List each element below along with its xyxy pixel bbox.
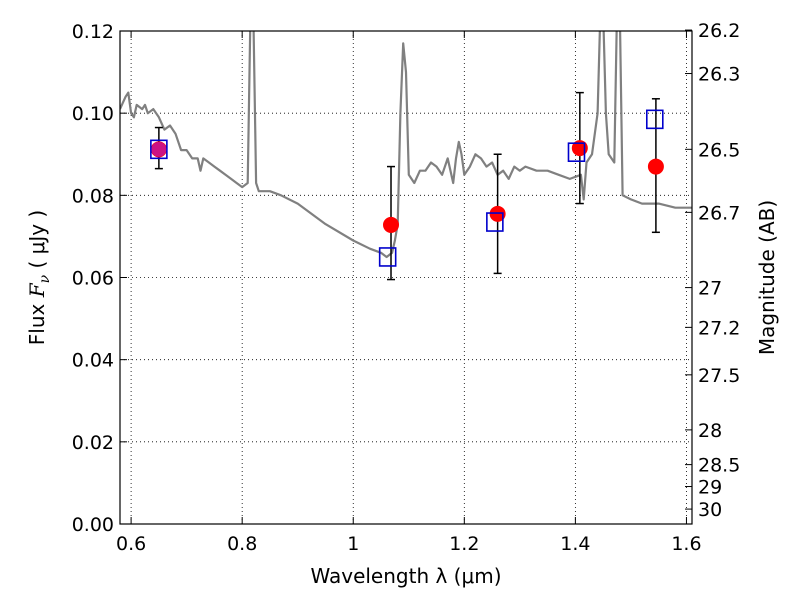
y2-tick-label: 27.2	[698, 317, 740, 339]
model-point	[150, 139, 168, 160]
model-point	[567, 142, 586, 162]
observed-point	[571, 140, 588, 157]
y2-axis-label: Magnitude (AB)	[755, 200, 779, 355]
y2-tick-label: 29	[698, 477, 722, 499]
overlap-point	[151, 141, 167, 157]
plot-area	[120, 31, 692, 281]
x-tick-label: 0.6	[116, 533, 146, 555]
model-point	[378, 247, 397, 267]
x-axis: 0.6 0.8 1 1.2 1.4 1.6	[116, 31, 702, 555]
y-tick-label: 0.04	[72, 350, 114, 372]
y2-tick-label: 26.2	[698, 20, 740, 42]
y-tick-label: 0.10	[72, 103, 114, 125]
y-axis-label-suffix: ( μJy )	[25, 210, 49, 275]
observed-point	[647, 158, 664, 175]
y-tick-label: 0.12	[72, 21, 114, 43]
y2-tick-label: 27	[698, 278, 722, 300]
y-tick-label: 0.02	[72, 432, 114, 454]
y-axis: 0.00 0.02 0.04 0.06 0.08 0.10 0.12	[72, 21, 127, 536]
y2-tick-label: 30	[698, 499, 722, 521]
y2-tick-label: 26.3	[698, 64, 740, 86]
y-tick-label: 0.00	[72, 514, 114, 536]
y-axis-label-subscript: ν	[37, 274, 53, 283]
y2-tick-label: 26.5	[698, 139, 740, 161]
y2-tick-label: 28	[698, 420, 722, 442]
x-tick-label: 1.4	[560, 533, 590, 555]
observed-point	[383, 216, 400, 233]
spectrum-line	[120, 31, 692, 259]
y-axis-label-prefix: Flux	[25, 297, 49, 345]
y-axis-label: Flux Fν ( μJy )	[25, 210, 53, 345]
plot-series	[120, 31, 692, 281]
x-tick-label: 1	[347, 533, 359, 555]
x-tick-label: 0.8	[227, 533, 257, 555]
y2-tick-label: 27.5	[698, 365, 740, 387]
model-point	[486, 212, 504, 232]
y-tick-label: 0.06	[72, 268, 114, 290]
y-tick-label: 0.08	[72, 185, 114, 207]
y2-tick-label: 26.7	[698, 202, 740, 224]
y2-tick-label: 28.5	[698, 455, 740, 477]
x-tick-label: 1.6	[671, 533, 701, 555]
x-tick-label: 1.2	[449, 533, 479, 555]
y-axis-label-symbol: F	[25, 282, 49, 298]
model-point	[645, 109, 664, 130]
x-axis-label: Wavelength λ (μm)	[310, 564, 501, 588]
